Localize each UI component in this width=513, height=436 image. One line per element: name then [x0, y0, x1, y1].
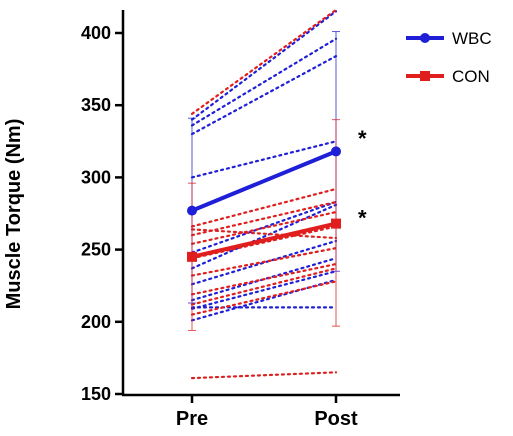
marker-con-pre: [187, 251, 197, 262]
y-ticks: 150 200 250 300 350 400: [81, 23, 123, 404]
legend-label-con: CON: [452, 67, 490, 86]
legend-item-con: CON: [406, 67, 490, 86]
mean-line-con: [191, 221, 337, 259]
y-tick-label-400: 400: [81, 23, 111, 43]
significance-marker-0: *: [358, 126, 367, 151]
individual-line-con-11: [190, 8, 338, 115]
y-tick-label-150: 150: [81, 384, 111, 404]
marker-wbc-post: [331, 146, 341, 157]
y-tick-label-300: 300: [81, 167, 111, 187]
x-ticks: Pre Post: [176, 395, 358, 430]
individual-line-con-13: [190, 200, 338, 237]
y-tick-label-200: 200: [81, 312, 111, 332]
individual-line-con-18: [190, 262, 338, 296]
y-tick-label-350: 350: [81, 95, 111, 115]
axes: [121, 10, 400, 397]
y-axis-label: Muscle Torque (Nm): [3, 119, 25, 310]
mean-markers: [187, 146, 341, 262]
individual-line-con-15: [190, 228, 338, 240]
individual-line-wbc-6: [190, 239, 338, 286]
individual-line-wbc-0: [190, 10, 338, 121]
individual-line-con-12: [190, 187, 338, 228]
significance-marker-1: *: [358, 206, 367, 231]
legend-swatch-marker: [420, 33, 430, 43]
y-tick-label-250: 250: [81, 240, 111, 260]
individual-line-con-19: [190, 267, 338, 306]
individual-line-wbc-4: [190, 200, 338, 254]
individual-line-wbc-8: [190, 270, 338, 310]
marker-con-post: [331, 218, 341, 229]
legend: WBC CON: [406, 29, 492, 86]
mean-line-wbc: [191, 149, 337, 213]
legend-label-wbc: WBC: [452, 29, 492, 48]
marker-wbc-pre: [187, 205, 197, 216]
individual-line-con-21: [190, 371, 338, 380]
individual-line-con-20: [190, 280, 338, 316]
individual-line-wbc-3: [190, 140, 338, 179]
annotations: **: [358, 126, 367, 230]
x-tick-label-post: Post: [314, 408, 358, 430]
legend-swatch-marker: [420, 71, 430, 81]
legend-item-wbc: WBC: [406, 29, 492, 48]
x-tick-label-pre: Pre: [176, 408, 208, 430]
individual-line-con-14: [190, 210, 338, 245]
individual-line-wbc-2: [190, 55, 338, 136]
individual-line-wbc-1: [190, 37, 338, 127]
mean-lines: [191, 149, 337, 259]
individual-line-wbc-5: [190, 203, 338, 270]
individual-line-con-17: [190, 247, 338, 277]
individual-line-wbc-9: [190, 278, 338, 322]
individual-lines: [190, 8, 338, 380]
